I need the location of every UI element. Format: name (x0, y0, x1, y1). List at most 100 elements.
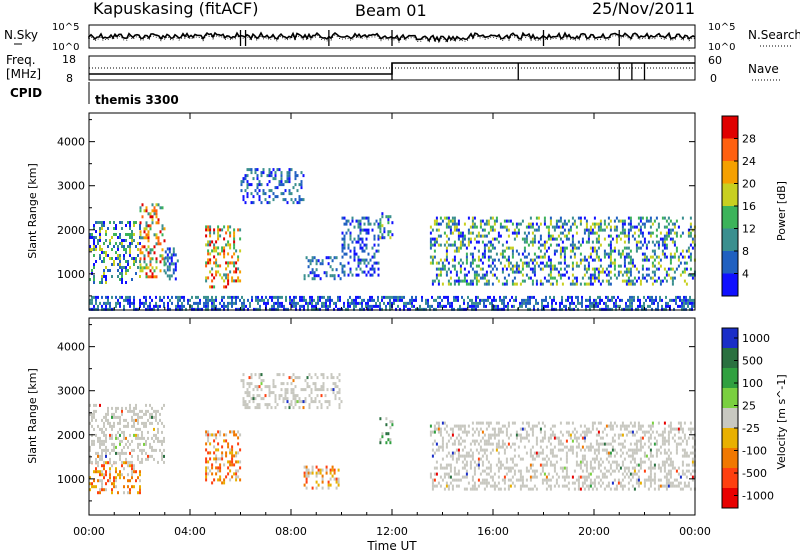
range-cell (435, 298, 437, 302)
range-cell (481, 463, 484, 467)
range-cell (615, 240, 618, 244)
range-cell (599, 282, 602, 286)
range-cell (599, 463, 602, 467)
range-cell (625, 466, 628, 470)
range-cell (645, 216, 648, 220)
range-cell (691, 298, 693, 302)
range-cell (471, 487, 474, 491)
range-cell (425, 298, 427, 302)
range-cell (105, 239, 107, 242)
range-cell (131, 460, 133, 464)
range-cell (459, 231, 462, 235)
range-cell (533, 240, 536, 244)
range-cell (585, 258, 588, 262)
range-cell (559, 216, 562, 220)
velocity-colorbar-swatch (722, 428, 738, 449)
range-cell (411, 298, 413, 302)
range-cell (505, 433, 508, 437)
range-cell (541, 307, 543, 311)
range-cell (225, 285, 228, 289)
range-cell (449, 469, 452, 473)
range-cell (541, 282, 544, 286)
range-cell (659, 295, 661, 299)
range-cell (139, 263, 142, 267)
range-cell (435, 427, 438, 431)
range-cell (457, 231, 460, 235)
range-cell (295, 304, 297, 308)
range-cell (637, 228, 640, 232)
range-cell (483, 304, 485, 308)
range-cell (505, 466, 508, 470)
range-cell (673, 307, 675, 311)
range-cell (629, 295, 631, 299)
range-cell (667, 448, 670, 452)
range-cell (589, 460, 592, 464)
range-cell (609, 451, 612, 455)
range-cell (387, 233, 390, 237)
range-cell (629, 255, 632, 259)
range-cell (103, 442, 105, 446)
range-cell (139, 257, 142, 261)
range-cell (601, 460, 604, 464)
range-cell (615, 460, 618, 464)
range-cell (265, 295, 267, 299)
range-cell (301, 295, 303, 299)
range-cell (445, 222, 448, 226)
range-cell (469, 487, 472, 491)
range-cell (563, 478, 566, 482)
range-cell (665, 273, 668, 277)
range-cell (457, 424, 460, 428)
range-cell (635, 478, 638, 482)
range-cell (461, 430, 464, 434)
range-cell (227, 304, 229, 308)
range-cell (631, 301, 633, 305)
range-cell (597, 270, 600, 274)
range-cell (93, 403, 95, 407)
range-cell (211, 273, 214, 277)
range-cell (427, 301, 429, 305)
range-cell (477, 273, 480, 277)
range-cell (155, 412, 157, 416)
range-cell (669, 475, 672, 479)
range-cell (585, 282, 588, 286)
range-cell (465, 258, 468, 262)
range-cell (101, 464, 103, 468)
range-cell (119, 421, 121, 425)
range-cell (451, 304, 453, 308)
range-cell (133, 448, 135, 452)
range-cell (673, 231, 676, 235)
range-cell (379, 230, 382, 234)
range-cell (573, 469, 576, 473)
range-cell (525, 430, 528, 434)
range-cell (551, 304, 553, 308)
range-cell (131, 233, 133, 236)
range-cell (537, 240, 540, 244)
range-cell (653, 249, 656, 253)
range-cell (91, 418, 93, 422)
range-cell (383, 295, 385, 299)
range-cell (677, 304, 679, 308)
range-cell (305, 474, 308, 478)
range-cell (149, 263, 152, 267)
range-cell (437, 301, 439, 305)
range-cell (347, 228, 350, 232)
range-cell (547, 237, 550, 241)
range-cell (503, 295, 505, 299)
range-cell (97, 221, 99, 224)
range-cell (93, 307, 95, 311)
range-cell (661, 252, 664, 256)
range-cell (99, 257, 101, 260)
range-cell (527, 433, 530, 437)
range-cell (485, 484, 488, 488)
range-cell (593, 231, 596, 235)
range-cell (181, 301, 183, 305)
range-cell (215, 258, 218, 262)
range-cell (535, 451, 538, 455)
range-cell (338, 397, 341, 401)
range-cell (111, 295, 113, 299)
range-cell (159, 439, 161, 443)
range-cell (105, 295, 107, 299)
range-cell (467, 430, 470, 434)
range-cell (233, 228, 236, 232)
range-cell (681, 249, 684, 253)
